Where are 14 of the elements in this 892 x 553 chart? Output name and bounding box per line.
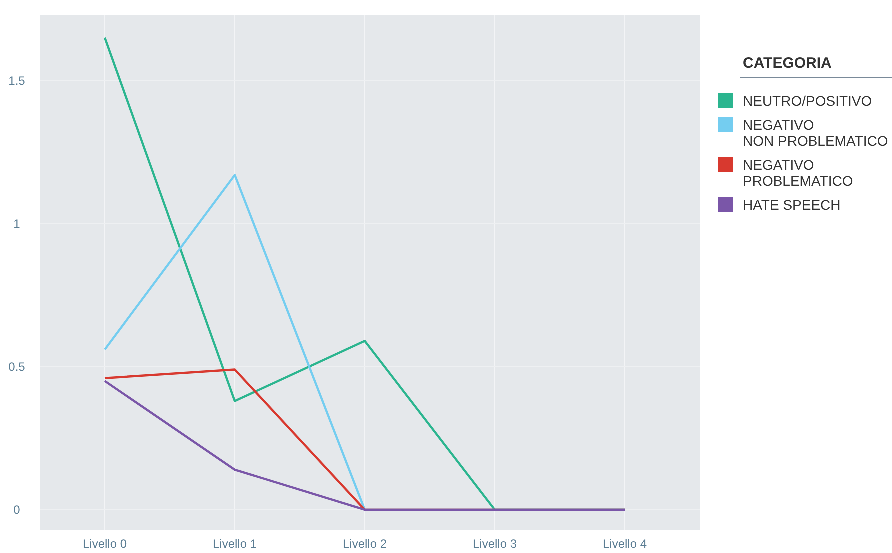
legend-title: CATEGORIA: [743, 55, 832, 72]
x-tick-label: Livello 2: [342, 537, 388, 551]
y-tick-label: 1: [14, 217, 21, 232]
legend-label: HATE SPEECH: [743, 197, 841, 213]
x-tick-label: Livello 3: [472, 537, 518, 551]
x-tick-label: Livello 4: [602, 537, 648, 551]
x-tick-label: Livello 1: [212, 537, 258, 551]
y-tick-label: 1.5: [8, 74, 26, 88]
legend-label: NEGATIVO NON PROBLEMATICO: [743, 117, 888, 149]
y-tick-label: 0.5: [8, 360, 26, 374]
legend-label: NEUTRO/POSITIVO: [743, 93, 872, 109]
y-tick-label: 0: [14, 503, 21, 518]
legend-label: NEGATIVO PROBLEMATICO: [743, 157, 854, 189]
x-tick-label: Livello 0: [82, 537, 128, 551]
